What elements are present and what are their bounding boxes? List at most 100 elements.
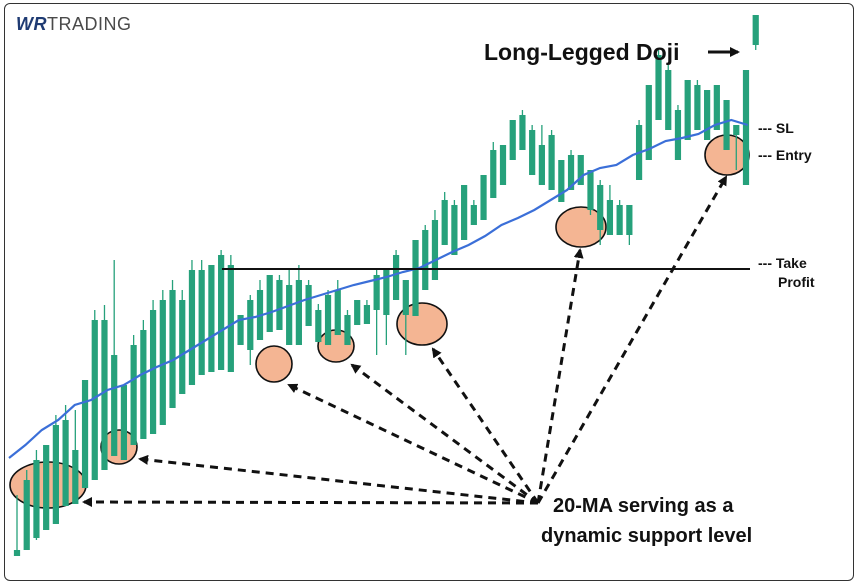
candle-body bbox=[324, 295, 332, 345]
candle bbox=[218, 250, 225, 370]
candle bbox=[149, 300, 157, 434]
candle-body bbox=[694, 85, 701, 130]
candle bbox=[373, 270, 380, 355]
candle-body bbox=[567, 155, 575, 190]
candle bbox=[363, 300, 371, 324]
candle-body bbox=[509, 120, 516, 160]
candle-body bbox=[422, 230, 429, 290]
candle-body bbox=[431, 220, 439, 280]
candle-body bbox=[101, 320, 108, 470]
candle bbox=[694, 80, 701, 130]
candle bbox=[402, 280, 409, 355]
take-profit-label-2: Profit bbox=[778, 274, 815, 290]
candle-body bbox=[616, 205, 623, 235]
support-touch-highlight bbox=[396, 302, 448, 346]
candle-body bbox=[149, 310, 157, 434]
candle bbox=[606, 185, 614, 235]
support-arrow bbox=[82, 497, 539, 508]
support-arrow bbox=[287, 383, 539, 505]
candle bbox=[101, 305, 108, 470]
candle bbox=[723, 100, 730, 150]
candle bbox=[111, 260, 118, 456]
support-arrow bbox=[138, 454, 539, 505]
chart-frame bbox=[4, 3, 854, 581]
support-touch-highlight bbox=[100, 429, 138, 465]
candle-body bbox=[655, 55, 662, 120]
candle-body bbox=[461, 185, 468, 240]
candle-body bbox=[120, 385, 128, 460]
candle bbox=[120, 385, 128, 460]
candle-body bbox=[13, 550, 21, 556]
candle-body bbox=[548, 135, 555, 190]
candle bbox=[315, 304, 322, 342]
candle bbox=[451, 200, 458, 255]
candle-body bbox=[383, 270, 390, 315]
candle bbox=[286, 270, 293, 345]
candle-body bbox=[159, 300, 166, 425]
candle-body bbox=[286, 285, 293, 345]
ma-annotation-line1: 20-MA serving as a bbox=[553, 495, 734, 517]
candle bbox=[616, 200, 623, 235]
candle bbox=[354, 300, 361, 325]
candle bbox=[305, 280, 312, 326]
support-arrow bbox=[350, 363, 539, 505]
candle-body bbox=[43, 445, 50, 530]
logo-text: TRADING bbox=[47, 14, 132, 34]
candle bbox=[62, 405, 69, 506]
candle-body bbox=[198, 270, 205, 375]
logo-prefix: WR bbox=[16, 14, 47, 34]
candle bbox=[198, 260, 205, 375]
candle-body bbox=[237, 315, 244, 345]
candle-body bbox=[334, 290, 341, 335]
candle bbox=[461, 185, 468, 240]
candle bbox=[52, 415, 59, 524]
candle-body bbox=[451, 205, 458, 255]
candle bbox=[645, 85, 652, 160]
candle-body bbox=[480, 175, 487, 220]
candle bbox=[597, 180, 604, 245]
candle bbox=[130, 335, 137, 445]
candle-body bbox=[606, 200, 614, 235]
support-touch-highlight bbox=[555, 206, 607, 248]
support-arrow bbox=[431, 347, 540, 504]
candle-body bbox=[81, 380, 89, 488]
entry-label: --- Entry bbox=[758, 147, 812, 163]
candle bbox=[674, 105, 682, 160]
candle bbox=[684, 80, 691, 140]
candle bbox=[742, 70, 750, 185]
candle bbox=[412, 240, 419, 316]
candle-body bbox=[392, 255, 400, 300]
candle-body bbox=[519, 115, 526, 150]
candle-body bbox=[742, 70, 750, 185]
candle-body bbox=[674, 110, 682, 160]
candle bbox=[208, 265, 215, 372]
candle bbox=[655, 50, 662, 120]
candle-body bbox=[363, 305, 371, 324]
candle-body bbox=[752, 15, 759, 45]
candle bbox=[567, 150, 575, 190]
candle bbox=[324, 290, 332, 345]
candle-body bbox=[62, 420, 69, 506]
candle-body bbox=[470, 205, 477, 225]
candle-body bbox=[490, 150, 497, 198]
sl-label: --- SL bbox=[758, 120, 794, 136]
candle-body bbox=[130, 345, 137, 445]
candle-body bbox=[266, 275, 273, 332]
candle-body bbox=[412, 240, 419, 316]
candle-body bbox=[315, 310, 322, 342]
candle bbox=[558, 160, 565, 202]
doji-label: Long-Legged Doji bbox=[484, 39, 679, 65]
candle-body bbox=[111, 355, 118, 456]
candle bbox=[179, 290, 186, 394]
candle bbox=[23, 470, 30, 550]
candle bbox=[188, 260, 196, 385]
candle-body bbox=[538, 145, 545, 185]
candle bbox=[529, 125, 536, 175]
candle-body bbox=[354, 300, 361, 325]
candle bbox=[480, 175, 487, 220]
candle-body bbox=[305, 285, 312, 326]
candle bbox=[519, 110, 526, 150]
candle-body bbox=[188, 270, 196, 385]
candle bbox=[577, 155, 584, 185]
candle bbox=[490, 142, 497, 198]
